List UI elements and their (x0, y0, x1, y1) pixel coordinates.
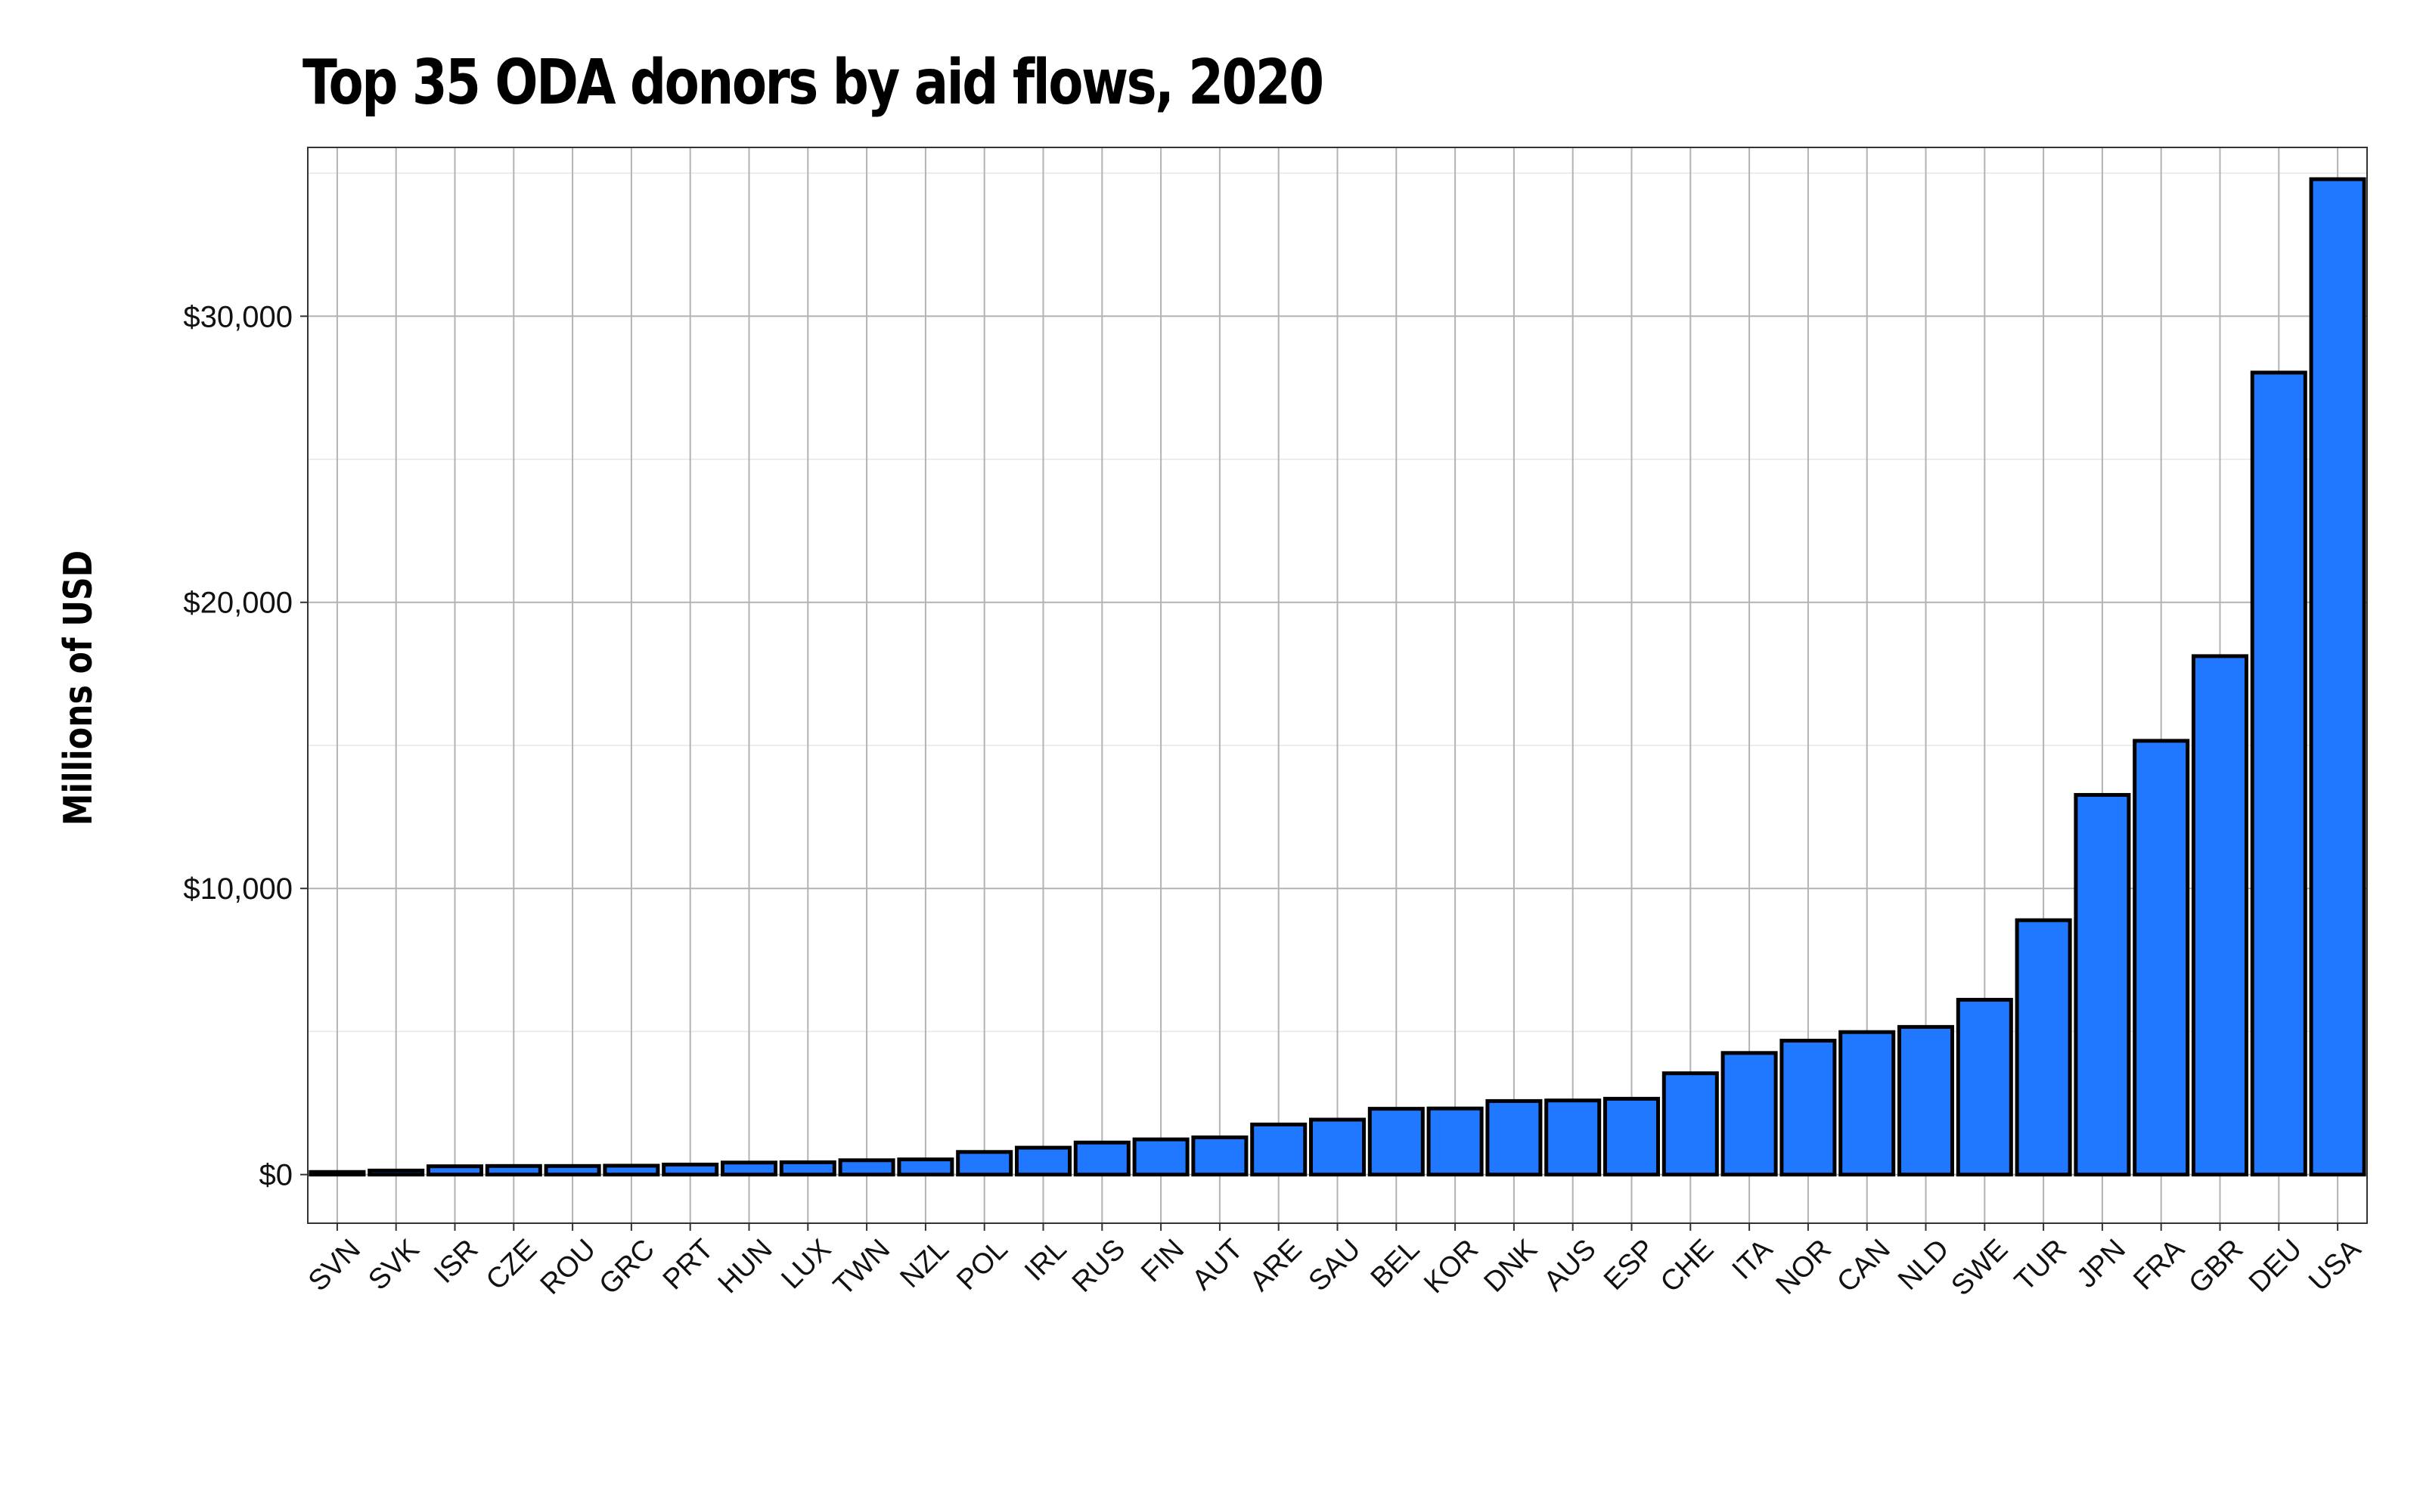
x-tick-label: JPN (2071, 1233, 2131, 1294)
x-tick-label: GRC (594, 1233, 661, 1300)
x-tick-label: POL (951, 1233, 1013, 1296)
bar-rus (1073, 1140, 1131, 1177)
x-tick-label: ISR (428, 1233, 485, 1290)
x-tick-label: ESP (1598, 1233, 1661, 1296)
bar-fra (2133, 739, 2190, 1177)
y-tick-label: $30,000 (183, 300, 293, 333)
bar-fin (1132, 1137, 1190, 1177)
x-tick-label: DEU (2243, 1233, 2308, 1298)
x-tick-label: NZL (894, 1233, 954, 1294)
x-tick-label: RUS (1066, 1233, 1131, 1298)
x-tick-label: KOR (1418, 1233, 1485, 1300)
x-tick-label: USA (2303, 1233, 2367, 1297)
bar-esp (1602, 1096, 1661, 1177)
x-tick-label: LUX (775, 1233, 837, 1295)
x-tick-label: SWE (1945, 1233, 2014, 1302)
bar-can (1838, 1030, 1896, 1177)
bar-svn (309, 1170, 366, 1177)
bar-nld (1897, 1024, 1955, 1177)
bar-grc (603, 1163, 660, 1177)
bar-tur (2015, 918, 2072, 1177)
bar-irl (1014, 1145, 1072, 1177)
x-tick-label: NOR (1770, 1233, 1838, 1300)
x-tick-label: ROU (535, 1233, 602, 1300)
bar-swe (1956, 997, 2013, 1177)
bars-layer (309, 177, 2366, 1177)
y-tick-label: $10,000 (183, 872, 293, 906)
x-tick-label: TWN (827, 1233, 896, 1302)
x-tick-label: TUR (2009, 1233, 2073, 1297)
bar-cze (485, 1163, 542, 1177)
bar-bel (1367, 1107, 1425, 1177)
bar-are (1250, 1122, 1308, 1177)
x-tick-label: SAU (1303, 1233, 1367, 1297)
bar-kor (1426, 1106, 1484, 1177)
x-tick-label: ARE (1244, 1233, 1308, 1297)
bar-nor (1779, 1039, 1837, 1177)
bar-sau (1308, 1117, 1367, 1177)
x-tick-label: BEL (1365, 1233, 1426, 1294)
x-tick-label: CAN (1831, 1233, 1896, 1298)
bar-deu (2250, 370, 2307, 1177)
y-tick-label: $0 (259, 1159, 293, 1192)
bar-rou (544, 1163, 601, 1177)
x-tick-label: AUT (1186, 1233, 1249, 1296)
y-tick-labels: $0 $10,000 $20,000 $30,000 (183, 300, 308, 1192)
x-tick-label: CHE (1655, 1233, 1720, 1298)
x-tick-label: SVN (302, 1233, 367, 1297)
bar-svk (368, 1168, 425, 1177)
x-tick-label: FIN (1135, 1233, 1190, 1288)
bar-dnk (1485, 1098, 1543, 1177)
bar-isr (426, 1164, 484, 1177)
x-tick-label: PRT (657, 1233, 720, 1296)
bar-gbr (2191, 654, 2249, 1177)
bar-nzl (897, 1157, 954, 1177)
bar-che (1661, 1071, 1719, 1177)
bar-lux (779, 1160, 836, 1177)
bar-aus (1544, 1098, 1602, 1177)
bar-hun (720, 1160, 778, 1177)
bar-pol (956, 1150, 1013, 1177)
bar-jpn (2074, 792, 2131, 1177)
bar-ita (1720, 1051, 1778, 1177)
x-tick-label: NLD (1892, 1233, 1955, 1296)
x-tick-label: FRA (2127, 1233, 2191, 1297)
y-tick-label: $20,000 (183, 587, 293, 620)
x-tick-label: CZE (480, 1233, 543, 1296)
bar-usa (2309, 177, 2366, 1177)
chart-title: Top 35 ODA donors by aid flows, 2020 (302, 47, 1324, 119)
bar-twn (838, 1158, 895, 1177)
bar-prt (662, 1162, 719, 1177)
x-tick-label: AUS (1538, 1233, 1602, 1297)
x-tick-label: HUN (712, 1233, 779, 1300)
x-tick-label: GBR (2183, 1233, 2250, 1300)
x-tick-label: DNK (1478, 1233, 1544, 1298)
x-tick-label: IRL (1019, 1233, 1073, 1287)
bar-aut (1191, 1135, 1249, 1177)
x-tick-label: SVK (362, 1233, 425, 1296)
